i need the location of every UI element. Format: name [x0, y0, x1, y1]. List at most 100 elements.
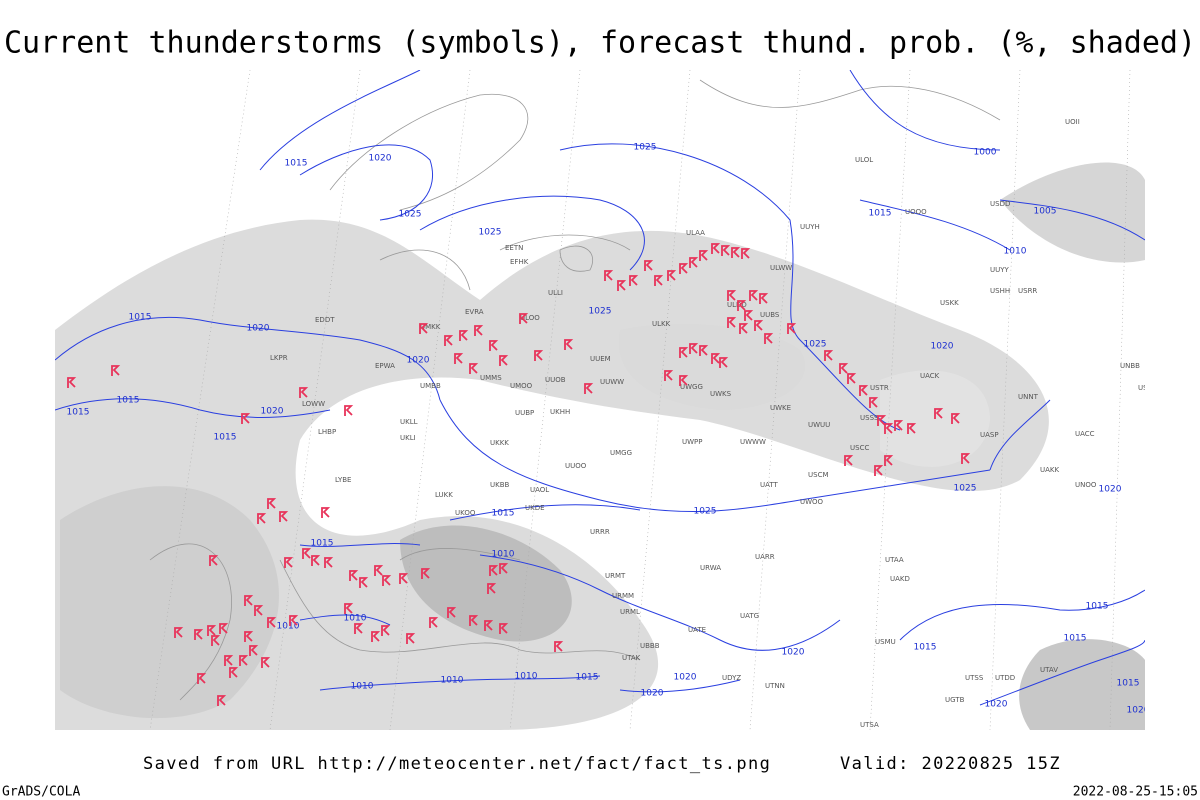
station-code: UNOO	[1075, 481, 1097, 489]
isobar-label: 1015	[914, 643, 937, 653]
station-code: EETN	[505, 244, 523, 252]
thunderstorm-symbol	[487, 583, 497, 594]
station-code: ULLI	[548, 289, 563, 297]
station-code: URWA	[700, 564, 721, 572]
station-code: ULOL	[855, 156, 873, 164]
thunderstorm-symbol	[847, 373, 857, 384]
isobar-label: 1015	[869, 209, 892, 219]
thunderstorm-symbol	[731, 247, 741, 258]
isobar	[619, 679, 741, 693]
isobar-label: 1020	[674, 673, 697, 683]
coastline	[379, 249, 471, 291]
thunderstorm-symbol	[679, 263, 689, 274]
source-url: Saved from URL http://meteocenter.net/fa…	[143, 754, 771, 774]
station-code: URRR	[590, 528, 610, 536]
thunderstorm-symbol	[474, 325, 484, 336]
thunderstorm-symbol	[739, 323, 749, 334]
isobar-label: 1020	[407, 356, 430, 366]
thunderstorm-symbol	[679, 347, 689, 358]
station-code: USCC	[850, 444, 869, 452]
station-code: USRR	[1018, 287, 1037, 295]
thunderstorm-symbol	[484, 620, 494, 631]
thunderstorm-symbol	[499, 355, 509, 366]
station-code: UWWW	[740, 438, 766, 446]
isobar-label: 1015	[1117, 679, 1140, 689]
isobar	[849, 70, 1001, 151]
thunderstorm-symbol	[324, 557, 334, 568]
thunderstorm-symbol	[382, 575, 392, 586]
thunderstorm-symbol	[749, 290, 759, 301]
thunderstorm-symbol	[894, 420, 904, 431]
isobar-label: 1015	[214, 433, 237, 443]
thunderstorm-symbol	[239, 655, 249, 666]
station-code: UOOO	[905, 208, 927, 216]
isobar-label: 1020	[369, 154, 392, 164]
thunderstorm-symbol	[741, 248, 751, 259]
thunderstorm-symbol	[419, 323, 429, 334]
station-code: UKBB	[490, 481, 510, 489]
station-code: USSS	[860, 414, 879, 422]
thunderstorm-symbol	[884, 423, 894, 434]
station-code: UACC	[1075, 430, 1095, 438]
isobar-label: 1010	[1004, 247, 1027, 257]
thunderstorm-symbol	[654, 275, 664, 286]
thunderstorm-symbol	[374, 565, 384, 576]
thunderstorm-symbol	[667, 270, 677, 281]
thunderstorm-symbol	[554, 641, 564, 652]
thunderstorm-symbol	[406, 633, 416, 644]
station-code: USMU	[875, 638, 896, 646]
station-code: UMKK	[420, 323, 441, 331]
station-code: UKHH	[550, 408, 570, 416]
thunderstorm-symbol	[711, 243, 721, 254]
thunderstorm-symbol	[267, 498, 277, 509]
thunderstorm-symbol	[869, 397, 879, 408]
thunderstorm-symbol	[644, 260, 654, 271]
station-code: ULKK	[652, 320, 671, 328]
coastline	[559, 245, 593, 272]
thunderstorm-symbol	[534, 350, 544, 361]
station-code: UARR	[755, 553, 775, 561]
meridian	[149, 70, 251, 730]
station-code: LYBE	[335, 476, 351, 484]
thunderstorm-symbol	[349, 570, 359, 581]
station-code: UASP	[980, 431, 999, 439]
isobar-label: 1015	[285, 159, 308, 169]
shading-area	[1000, 162, 1145, 263]
station-code: USTR	[870, 384, 889, 392]
isobar	[439, 399, 991, 513]
station-code: UNBB	[1120, 362, 1140, 370]
isobar-label: 1010	[515, 672, 538, 682]
isobar-label: 1015	[1086, 602, 1109, 612]
thunderstorm-symbol	[371, 631, 381, 642]
thunderstorm-symbol	[699, 250, 709, 261]
thunderstorm-symbol	[907, 423, 917, 434]
isobar-label: 1010	[492, 550, 515, 560]
station-code: EVRA	[465, 308, 484, 316]
thunderstorm-symbol	[399, 573, 409, 584]
isobar-label: 1015	[311, 539, 334, 549]
station-code: UKLI	[400, 434, 416, 442]
station-code: UWPP	[682, 438, 703, 446]
thunderstorm-symbol	[934, 408, 944, 419]
thunderstorm-symbol	[689, 257, 699, 268]
isobar	[55, 398, 331, 418]
thunderstorm-symbol	[664, 370, 674, 381]
station-code: UKDE	[525, 504, 545, 512]
thunderstorm-symbol	[67, 377, 77, 388]
isobar	[989, 399, 1051, 471]
isobar	[449, 504, 641, 521]
isobar-label: 1015	[1064, 634, 1087, 644]
isobar-label: 1015	[117, 396, 140, 406]
valid-time: Valid: 20220825 15Z	[840, 754, 1061, 774]
station-code: ULDD	[727, 301, 747, 309]
isobar	[859, 199, 1011, 251]
thunderstorm-symbol	[224, 655, 234, 666]
thunderstorm-symbol	[447, 607, 457, 618]
thunderstorm-symbol	[249, 645, 259, 656]
shading-area	[618, 324, 806, 410]
station-code: UUBS	[760, 311, 780, 319]
isobar	[419, 195, 645, 271]
isobar	[899, 589, 1145, 641]
station-code: UTNN	[765, 682, 785, 690]
